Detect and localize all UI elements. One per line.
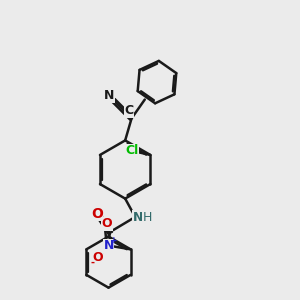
Text: O: O: [92, 251, 103, 264]
Text: N: N: [103, 239, 114, 252]
Text: N: N: [133, 211, 143, 224]
Text: +: +: [110, 236, 117, 245]
Text: N: N: [104, 89, 114, 102]
Text: O: O: [101, 217, 112, 230]
Text: O: O: [91, 206, 103, 220]
Text: H: H: [143, 211, 152, 224]
Text: Cl: Cl: [125, 144, 139, 157]
Text: -: -: [91, 258, 95, 268]
Text: C: C: [124, 104, 133, 117]
